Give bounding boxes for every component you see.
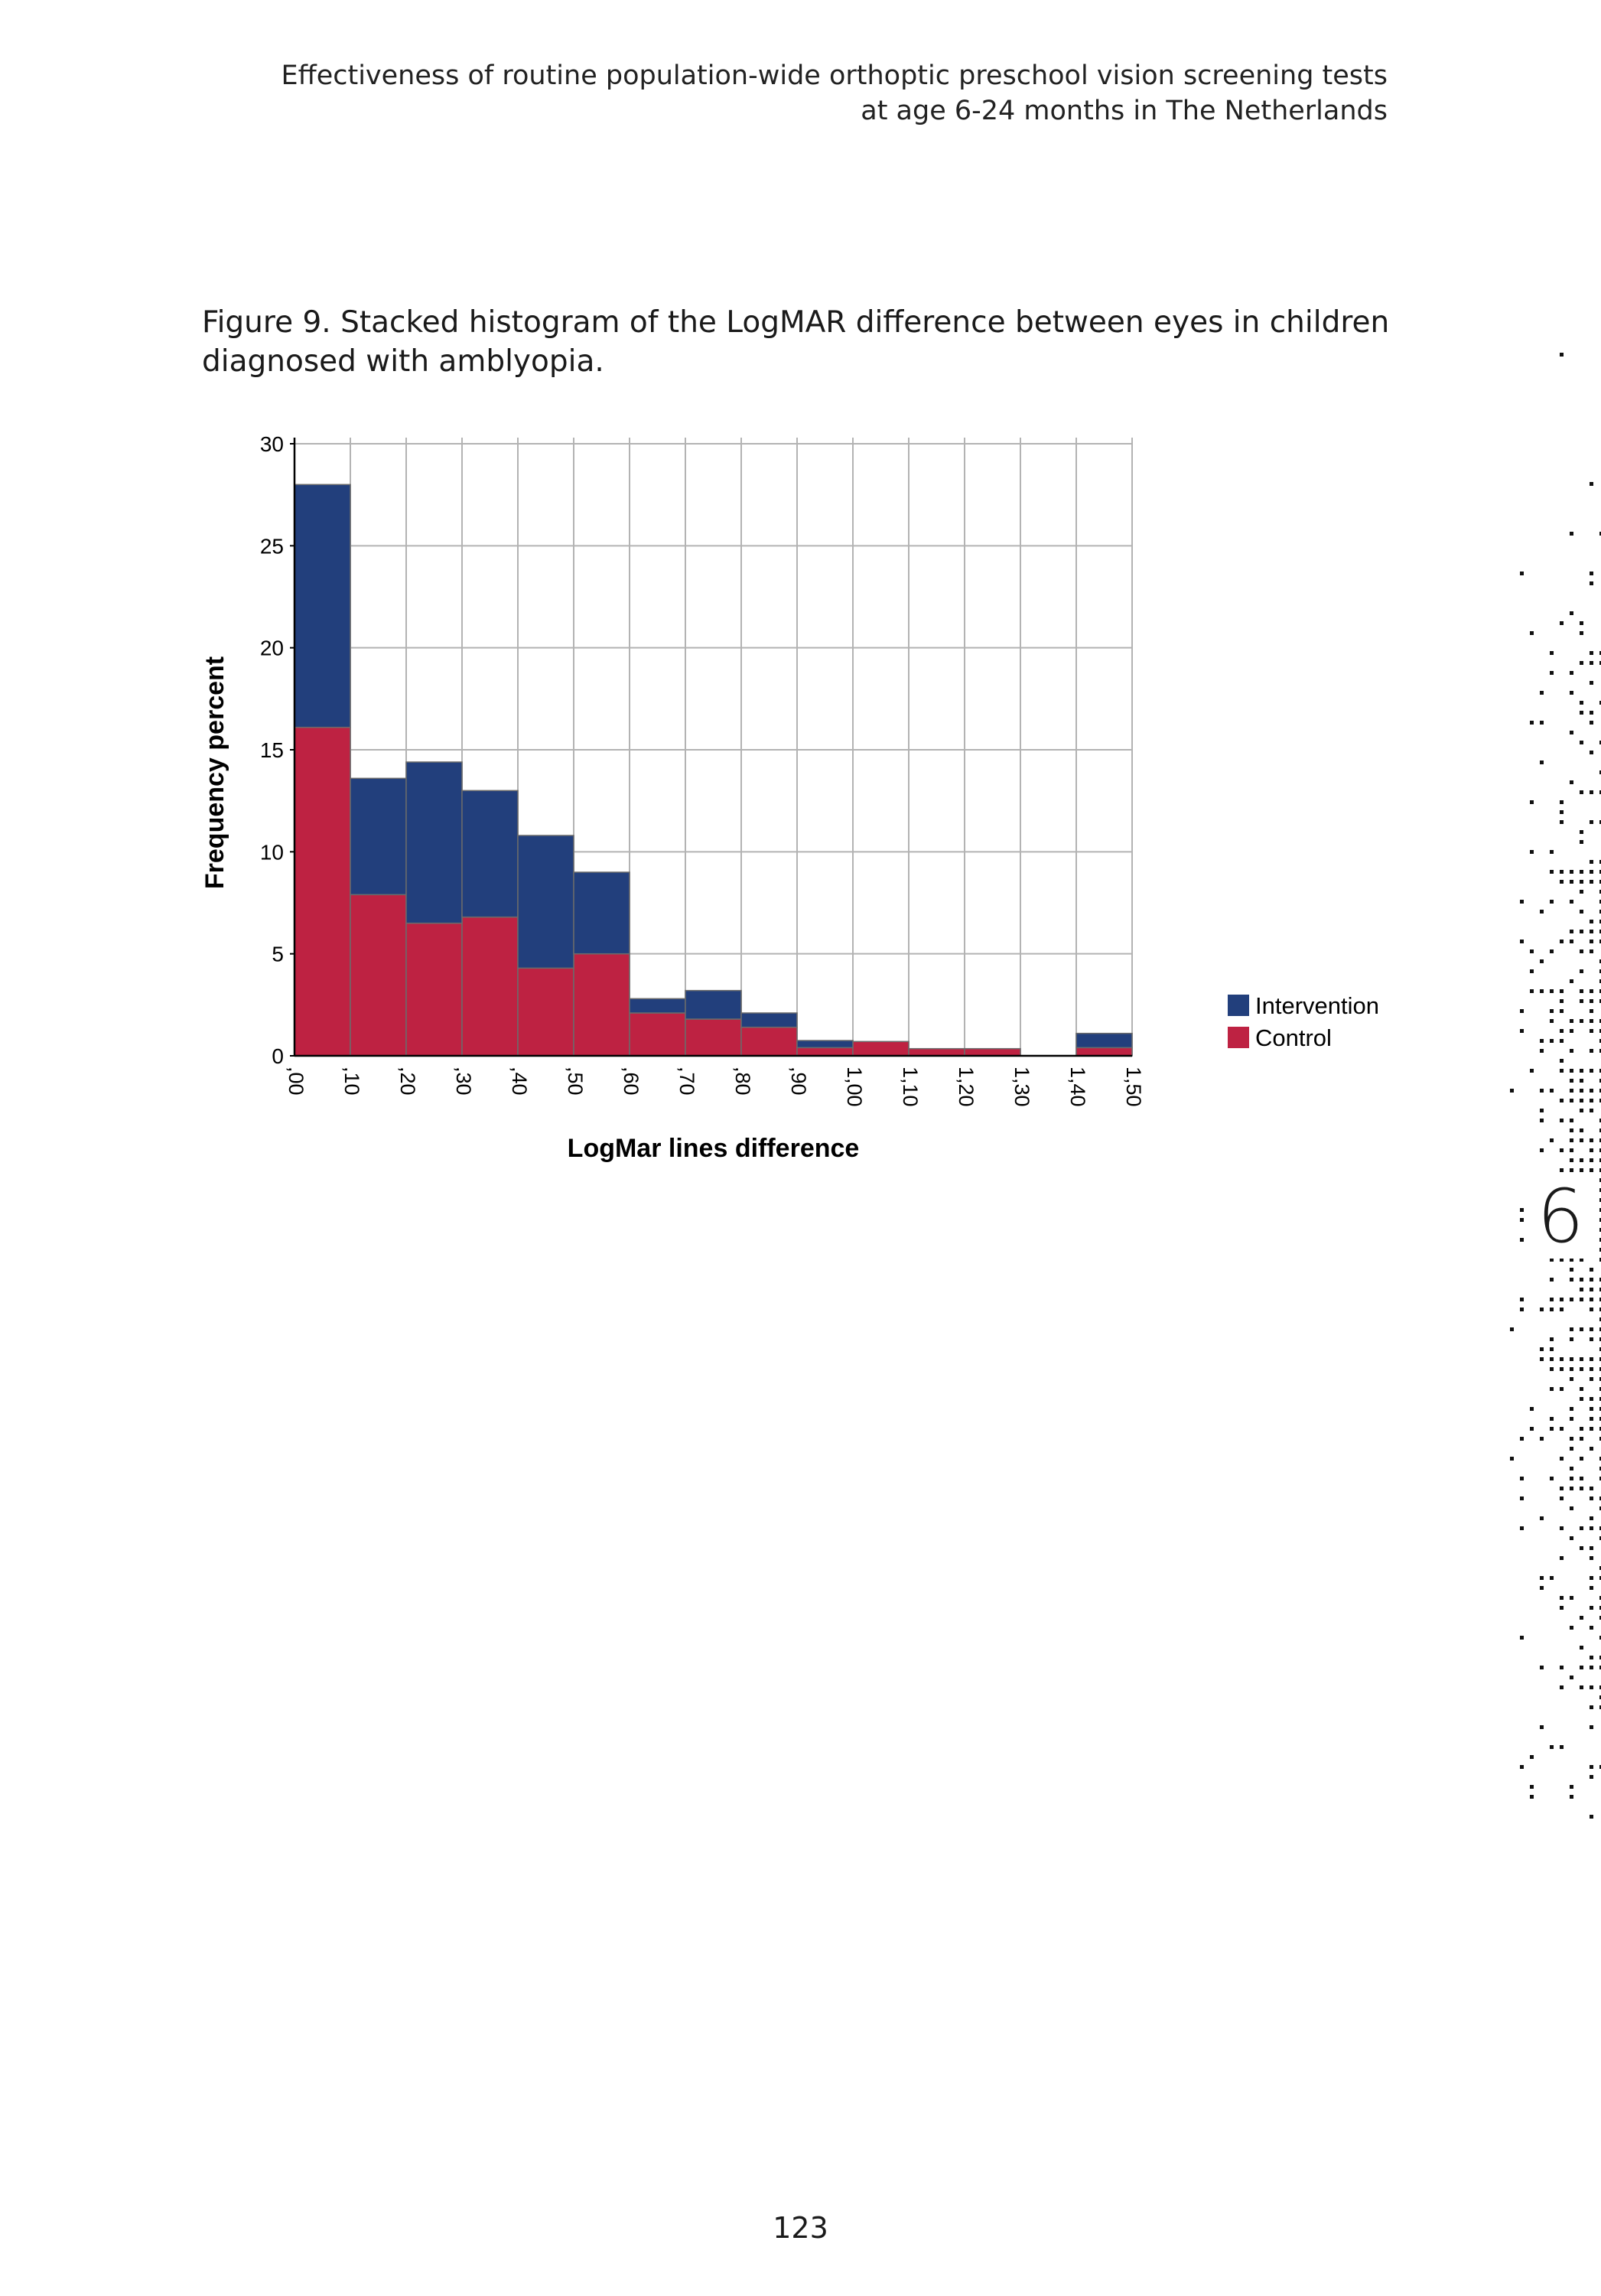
- y-tick-label: 5: [272, 943, 284, 966]
- legend-label-control: Control: [1255, 1024, 1332, 1051]
- x-tick-label: ,20: [396, 1067, 419, 1096]
- bar-control: [1075, 1047, 1133, 1057]
- bar-control: [685, 1018, 742, 1057]
- bar-intervention: [294, 484, 351, 728]
- y-tick-label: 20: [260, 637, 284, 660]
- running-header: Effectiveness of routine population-wide…: [240, 58, 1388, 129]
- page-number: 123: [773, 2211, 828, 2245]
- bar-intervention: [461, 790, 519, 918]
- chapter-number: 6: [1526, 1174, 1595, 1259]
- x-tick-label: 1,50: [1122, 1067, 1145, 1107]
- x-tick-label: 1,00: [843, 1067, 866, 1107]
- bar-intervention: [685, 989, 742, 1020]
- figure-label: Figure 9.: [202, 305, 331, 340]
- bar-control: [964, 1047, 1021, 1057]
- legend-label-intervention: Intervention: [1255, 992, 1379, 1019]
- bar-control: [461, 916, 519, 1057]
- bar-intervention: [517, 835, 574, 969]
- running-header-line-2: at age 6-24 months in The Netherlands: [861, 96, 1388, 126]
- figure-caption: Figure 9. Stacked histogram of the LogMA…: [202, 303, 1395, 381]
- x-tick-label: ,70: [675, 1067, 698, 1096]
- stacked-histogram-chart: 0 5 10 15 20 25 30 ,00 ,10 ,20 ,30 ,40 ,50 ,60 ,70 ,80,…: [200, 432, 1379, 1163]
- bar-intervention: [629, 998, 686, 1014]
- bar-control: [350, 894, 407, 1057]
- y-tick-label: 15: [260, 738, 284, 762]
- y-tick-label: 30: [260, 432, 284, 456]
- y-tick-label: 0: [272, 1044, 284, 1068]
- x-tick-label: ,00: [285, 1067, 308, 1096]
- bar-control: [852, 1041, 910, 1057]
- bar-control: [405, 922, 463, 1057]
- legend-swatch-control: [1228, 1027, 1249, 1048]
- x-tick-label: ,60: [620, 1067, 643, 1096]
- figure-caption-text: Stacked histogram of the LogMAR differen…: [202, 305, 1390, 379]
- y-tick-label: 10: [260, 840, 284, 864]
- chapter-thumb-pattern: [1510, 353, 1601, 1819]
- bar-control: [629, 1012, 686, 1057]
- bar-control: [740, 1026, 798, 1057]
- x-tick-label: ,80: [731, 1067, 754, 1096]
- bar-intervention: [740, 1012, 798, 1028]
- x-axis-title: LogMar lines difference: [568, 1134, 860, 1163]
- bar-intervention: [796, 1040, 854, 1049]
- y-axis-title: Frequency percent: [200, 656, 229, 889]
- x-tick-label: 1,10: [899, 1067, 922, 1107]
- legend-swatch-intervention: [1228, 995, 1249, 1016]
- x-tick-label: 1,30: [1010, 1067, 1033, 1107]
- x-tick-label: 1,20: [955, 1067, 978, 1107]
- bar-control: [573, 953, 630, 1057]
- y-tick-label: 25: [260, 534, 284, 558]
- running-header-line-1: Effectiveness of routine population-wide…: [281, 60, 1388, 91]
- bar-intervention: [405, 761, 463, 924]
- x-tick-label: ,10: [340, 1067, 363, 1096]
- bar-intervention: [573, 871, 630, 955]
- bar-intervention: [350, 777, 407, 896]
- x-tick-label: 1,40: [1066, 1067, 1089, 1107]
- bar-intervention: [1075, 1032, 1133, 1049]
- bar-control: [294, 726, 351, 1057]
- x-tick-label: ,30: [452, 1067, 475, 1096]
- bar-control: [796, 1047, 854, 1057]
- bar-control: [908, 1047, 965, 1057]
- x-tick-label: ,40: [508, 1067, 531, 1096]
- x-tick-label: ,50: [564, 1067, 587, 1096]
- bar-control: [517, 967, 574, 1057]
- x-tick-label: ,90: [787, 1067, 810, 1096]
